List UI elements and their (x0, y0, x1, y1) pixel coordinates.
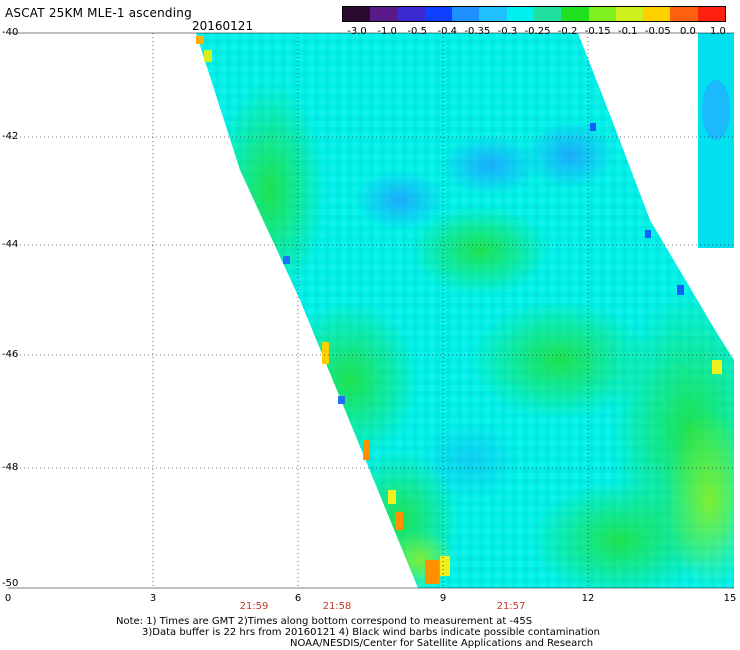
map-date: 20160121 (192, 19, 254, 33)
colorbar-segment (533, 7, 562, 21)
colorbar-segment (643, 7, 671, 21)
lon-label: 3 (149, 593, 157, 604)
colorbar-segment (670, 7, 698, 21)
colorbar-segment (615, 7, 644, 21)
lat-label: -40 (2, 27, 19, 38)
lon-label: 15 (723, 593, 737, 604)
colorbar-label: -3.0 (347, 26, 367, 37)
colorbar-label: -0.35 (464, 26, 491, 37)
grid (8, 33, 734, 588)
lat-label: -42 (2, 131, 19, 142)
colorbar-segment (397, 7, 425, 21)
colorbar-segment (561, 7, 589, 21)
colorbar-label: -0.1 (617, 26, 638, 37)
right-swath-strip (698, 33, 734, 248)
swath-edge-pixels (196, 36, 722, 584)
main-swath (196, 33, 734, 588)
lat-label: -48 (2, 462, 19, 473)
colorbar-segment (506, 7, 534, 21)
lon-label: 0 (4, 593, 12, 604)
note-line-3: NOAA/NESDIS/Center for Satellite Applica… (290, 638, 594, 649)
colorbar-label: -0.15 (584, 26, 611, 37)
time-label: 21:58 (322, 601, 352, 612)
colorbar-label: 1.0 (710, 26, 726, 37)
colorbar-label: -1.0 (377, 26, 397, 37)
lon-label: 12 (581, 593, 595, 604)
lon-label: 6 (294, 593, 302, 604)
time-label: 21:57 (496, 601, 526, 612)
colorbar-label: -0.4 (437, 26, 458, 37)
colorbar-label: -0.05 (644, 26, 671, 37)
colorbar-label: -0.25 (524, 26, 551, 37)
colorbar-segment (424, 7, 453, 21)
colorbar-label: -0.2 (557, 26, 578, 37)
axis-ticks (8, 32, 734, 589)
colorbar (342, 6, 726, 22)
lat-label: -46 (2, 349, 19, 360)
colorbar-label: -0.3 (497, 26, 518, 37)
lat-label: -50 (2, 578, 19, 589)
colorbar-label: -0.5 (407, 26, 427, 37)
note-line-2: 3)Data buffer is 22 hrs from 20160121 4)… (142, 627, 600, 638)
lat-label: -44 (2, 239, 19, 250)
colorbar-segment (588, 7, 616, 21)
time-label: 21:59 (239, 601, 269, 612)
colorbar-segment (370, 7, 398, 21)
note-line-1: Note: 1) Times are GMT 2)Times along bot… (116, 616, 533, 627)
colorbar-segment (452, 7, 480, 21)
colorbar-segment (479, 7, 507, 21)
map-title: ASCAT 25KM MLE-1 ascending (5, 6, 192, 20)
lon-label: 9 (439, 593, 447, 604)
colorbar-segment (697, 7, 725, 21)
colorbar-segment (343, 7, 371, 21)
colorbar-label: 0.0 (679, 26, 696, 37)
